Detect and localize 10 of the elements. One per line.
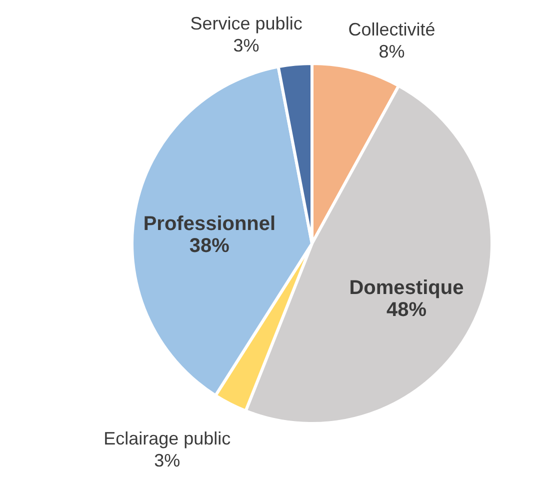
slice-label: Collectivité xyxy=(348,19,436,40)
slice-label: Service public xyxy=(190,13,302,34)
data-label: 8% xyxy=(378,41,405,62)
data-label: 3% xyxy=(154,450,180,471)
slice-label: Eclairage public xyxy=(104,428,231,449)
slice-label: Professionnel xyxy=(143,212,276,235)
slice-label: Domestique xyxy=(349,276,464,299)
data-label: 48% xyxy=(386,298,427,321)
data-label: 38% xyxy=(189,234,230,257)
data-label: 3% xyxy=(233,35,260,56)
